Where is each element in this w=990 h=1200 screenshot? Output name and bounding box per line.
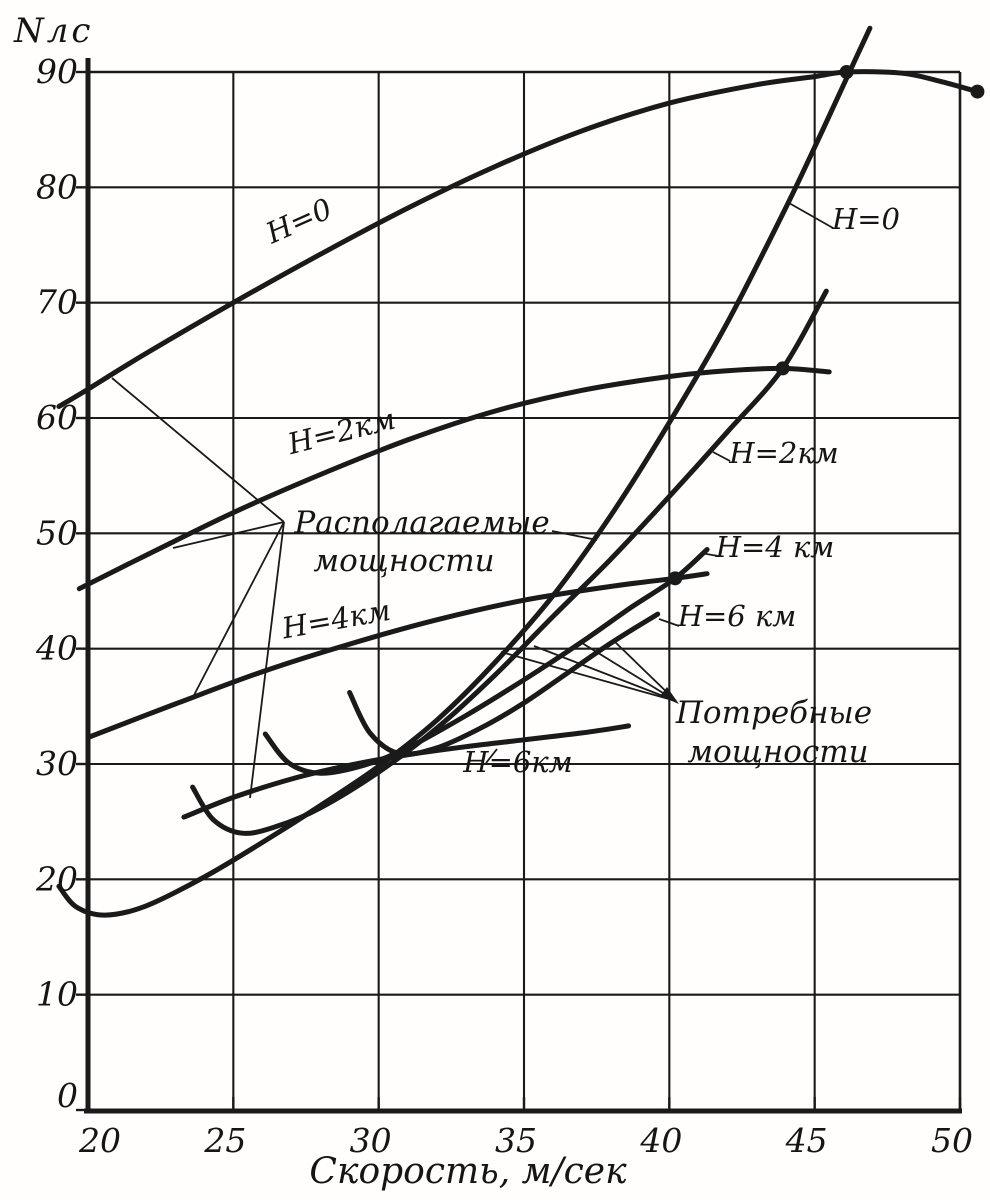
curve-required-h6 (347, 611, 661, 757)
leader-line (172, 521, 285, 549)
y-tick-label: 80 (36, 167, 78, 206)
x-tick-label: 30 (350, 1121, 392, 1160)
y-tick-label: 20 (35, 859, 78, 898)
y-tick-label: 0 (57, 1076, 78, 1115)
y-tick-label: 50 (36, 513, 78, 552)
curve-required-h0 (56, 25, 873, 918)
curve-available-h0 (56, 69, 980, 409)
group-label-required-power: Потребные (675, 695, 872, 731)
intersection-dot (668, 571, 683, 586)
y-axis-unit-label: Nлс (13, 11, 93, 51)
x-tick-label: 35 (495, 1121, 537, 1160)
leader-line (581, 642, 677, 702)
label-required-h6: H=6 км (677, 599, 797, 633)
leader-line (500, 651, 677, 702)
leader-line (658, 618, 680, 627)
y-tick-label: 90 (36, 52, 78, 91)
curve-available-h2 (76, 365, 832, 592)
x-tick-label: 45 (785, 1121, 828, 1160)
y-tick-label: 40 (35, 629, 78, 668)
leader-line (712, 451, 731, 462)
leader-line (191, 521, 285, 700)
leader-line (788, 202, 834, 229)
y-tick-label: 70 (36, 283, 78, 322)
x-tick-label: 25 (203, 1121, 246, 1160)
y-tick-label: 60 (36, 398, 78, 437)
leader-arrowhead (660, 687, 679, 704)
group-label-available-power: Располагаемые (293, 505, 549, 541)
intersection-dot (970, 84, 985, 99)
label-required-h2: H=2км (728, 436, 838, 470)
intersection-dot (775, 361, 790, 376)
x-tick-label: 20 (78, 1121, 121, 1160)
x-tick-label: 40 (639, 1121, 682, 1160)
leader-line (485, 748, 498, 764)
y-tick-label: 30 (36, 744, 78, 783)
leader-line (111, 377, 285, 523)
x-axis-title: Скорость, м/сек (309, 1151, 627, 1192)
leader-line (551, 530, 598, 541)
leader-line (700, 552, 719, 557)
curve-required-h4 (262, 547, 710, 776)
intersection-dot (839, 65, 854, 79)
group-label-required-power: мощности (687, 734, 868, 770)
leader-line (249, 521, 285, 799)
label-required-h4: H=4 км (715, 530, 835, 564)
y-tick-label: 10 (36, 975, 78, 1014)
label-available-h6: H=6км (462, 745, 572, 779)
leader-line (533, 645, 677, 702)
curve-available-h4 (85, 571, 710, 740)
curve-required-h2 (190, 288, 829, 836)
group-label-available-power: мощности (313, 543, 494, 579)
x-tick-label: 50 (931, 1121, 973, 1160)
label-required-h0: H=0 (831, 202, 900, 236)
